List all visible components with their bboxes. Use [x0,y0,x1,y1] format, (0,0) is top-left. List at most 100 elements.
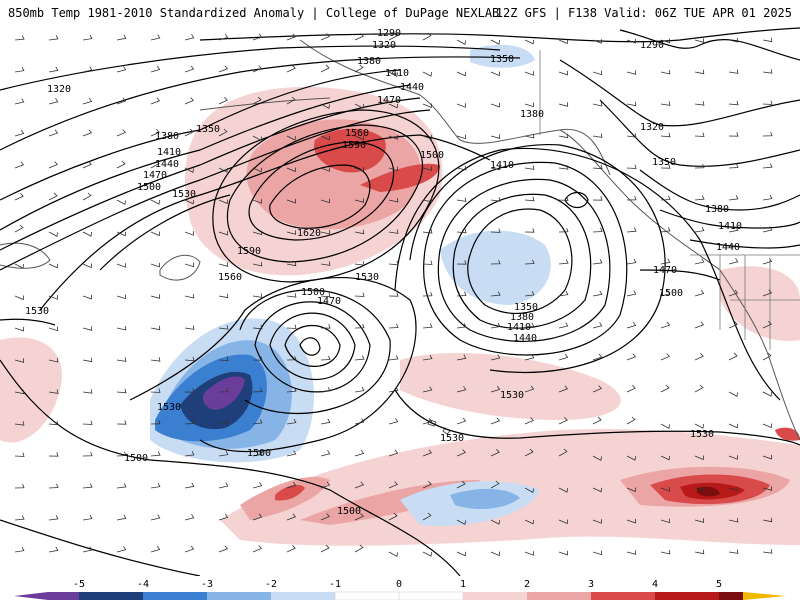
wind-barb [728,289,739,297]
wind-barb [762,194,773,201]
coast-alaska [299,39,611,176]
wind-barb [82,420,93,425]
contour-1380a [0,69,401,201]
wind-barb [490,385,501,393]
wind-barb [422,481,432,489]
wind-barb [490,322,501,329]
wind-barb [422,260,433,265]
contour-1500a [39,134,491,311]
wind-barb [252,96,262,105]
wind-barb [694,69,705,75]
colorbar-tick: 4 [652,579,658,590]
contour-label: 1350 [196,124,220,135]
contour-1590-ridge [248,141,395,241]
wind-barb [48,192,58,201]
colorbar-endcap-left [14,592,48,600]
wind-barb [320,198,331,204]
colorbar-segments [14,591,786,600]
wind-barb [592,550,603,556]
wind-barb [456,228,467,234]
wind-barb [286,230,297,235]
wind-barb [218,65,229,73]
wind-barb [286,167,296,173]
contour-1500-east [394,147,781,401]
wind-barb [252,230,263,236]
contour-1410-trough [437,178,611,343]
wind-barb [218,545,229,553]
wind-barb [286,96,296,105]
wind-barb [184,167,194,174]
wind-barb [218,356,229,361]
contour-label: 1410 [385,68,409,79]
wind-barb [422,229,433,234]
wind-barb [116,546,127,553]
wind-barb [694,353,704,361]
wind-barb [82,231,92,237]
wind-barb [116,388,127,394]
wind-barb [728,132,739,137]
wind-barb [48,546,59,553]
contour-label: 1530 [355,272,379,283]
wind-barb [388,229,399,234]
wind-barb [660,101,671,106]
wind-barb [558,322,569,329]
contour-low-inner3 [269,312,356,380]
wind-barb [728,258,739,265]
wind-barb [116,34,127,41]
wind-barb [184,231,194,236]
wind-barb [592,487,602,493]
wind-barb [592,227,603,233]
wind-barb [728,423,738,429]
wind-barb [694,455,704,461]
colorbar-tick: 3 [588,579,594,590]
wind-barb [14,161,25,169]
wind-barb [490,259,501,265]
border-states-1 [719,255,800,350]
wind-barb [184,356,195,362]
wind-barb [218,199,228,205]
anomaly-shading [0,44,800,546]
wind-barb [626,455,636,461]
wind-barb [286,387,297,393]
wind-barb [592,196,603,201]
wind-barb [184,262,195,268]
wind-barb [218,482,229,489]
wind-barb [388,32,398,41]
wind-barb [660,321,671,329]
contour-label: 1590 [237,246,261,257]
wind-barb [592,290,603,297]
wind-barb [728,69,739,74]
wind-barb [150,325,161,331]
wind-barb [490,291,501,297]
contour-label: 1530 [690,429,714,440]
wind-barb [252,482,263,489]
contour-label: 1380 [155,131,179,142]
wind-barb [626,487,636,493]
wind-barb [286,135,296,141]
wind-barb [116,294,127,300]
contour-label: 1500 [659,288,683,299]
contour-label: 1440 [155,159,179,170]
coastlines [0,39,800,441]
wind-barb [626,258,637,265]
contour-label: 1560 [218,272,242,283]
wind-barb [626,353,637,361]
anom-pos3-south [275,484,305,501]
wind-barb [48,420,59,426]
wind-barb [592,519,602,524]
contour-label: 1620 [297,228,321,239]
contour-label: 1590 [342,140,366,151]
wind-barb [388,71,398,78]
contour-low-inner1 [299,337,321,356]
wind-barb [218,513,229,521]
wind-barb [286,198,296,204]
wind-barb [388,449,399,457]
contour-1440a [0,97,421,251]
wind-barb [422,71,432,77]
wind-barb [762,289,773,297]
wind-barb [252,33,263,41]
wind-barb [524,385,535,393]
wind-barb [422,197,433,203]
wind-barb [626,227,637,233]
